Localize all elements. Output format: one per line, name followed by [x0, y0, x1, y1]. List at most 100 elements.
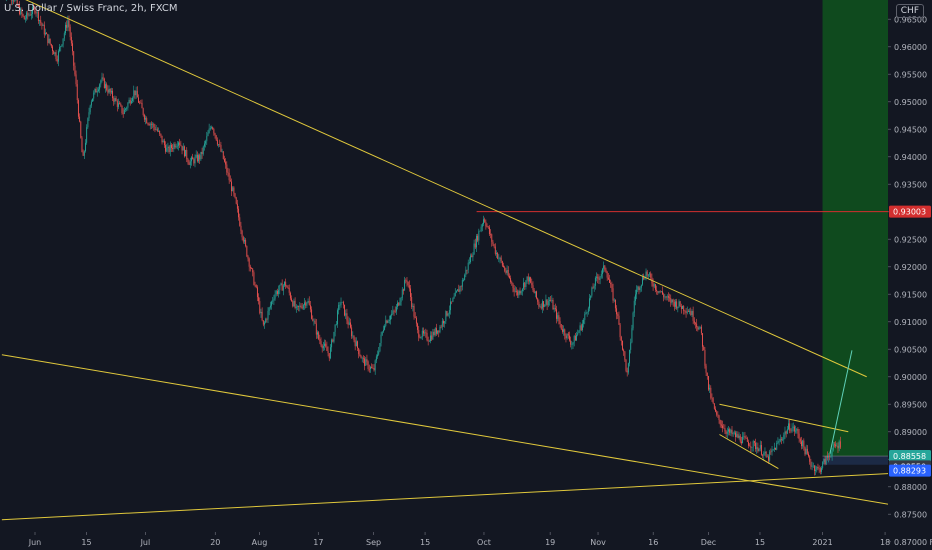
- candle-body: [94, 88, 96, 93]
- candle-body: [372, 367, 374, 369]
- candle-body: [304, 302, 305, 306]
- price-tick-label: 0.89500: [894, 400, 927, 409]
- candle-body: [483, 219, 484, 225]
- candle-body: [539, 306, 541, 308]
- candle-body: [826, 456, 828, 458]
- candle-body: [67, 20, 69, 28]
- candle-body: [158, 130, 159, 132]
- candle-body: [222, 151, 224, 159]
- candle-body: [203, 143, 205, 147]
- candle-body: [19, 5, 20, 15]
- candle-body: [538, 301, 540, 307]
- candle-body: [420, 336, 422, 338]
- candle-body: [335, 324, 337, 325]
- candle-body: [789, 423, 791, 431]
- candle-body: [598, 278, 600, 280]
- candle-body: [221, 151, 223, 152]
- candle-body: [435, 328, 437, 334]
- candle-body: [806, 448, 808, 454]
- candle-body: [260, 311, 262, 314]
- candle-body: [226, 164, 228, 173]
- candle-body: [732, 433, 734, 435]
- candle-body: [828, 456, 830, 458]
- candle-body: [638, 286, 640, 291]
- candle-body: [565, 335, 567, 339]
- candle-body: [354, 340, 356, 347]
- candle-body: [261, 311, 263, 321]
- candle-body: [347, 320, 349, 325]
- candle-body: [453, 296, 455, 299]
- candle-body: [344, 304, 346, 316]
- candle-body: [812, 465, 814, 467]
- candle-body: [817, 466, 819, 468]
- candle-body: [692, 310, 694, 321]
- price-tag-label: 0.93003: [893, 208, 926, 217]
- candle-body: [467, 262, 469, 270]
- candle-body: [676, 301, 678, 309]
- trendline: [25, 0, 867, 378]
- candle-body: [739, 435, 741, 442]
- candle-body: [397, 302, 399, 307]
- candle-body: [445, 311, 447, 322]
- candle-body: [745, 437, 747, 439]
- candle-body: [672, 299, 674, 303]
- candle-body: [753, 441, 755, 443]
- candle-body: [313, 320, 315, 322]
- candle-body: [345, 313, 347, 316]
- candle-body: [348, 322, 350, 325]
- candle-body: [30, 13, 32, 16]
- candle-body: [215, 135, 217, 141]
- candle-body: [645, 271, 647, 279]
- candle-body: [703, 346, 705, 350]
- drawing-tools[interactable]: [1, 0, 932, 521]
- candle-body: [317, 332, 318, 335]
- candle-body: [152, 123, 154, 125]
- candle-body: [633, 300, 635, 313]
- candle-body: [697, 326, 699, 330]
- candle-body: [835, 444, 837, 447]
- candle-body: [29, 14, 31, 16]
- candle-body: [414, 316, 416, 318]
- candle-body: [517, 291, 519, 296]
- currency-label[interactable]: CHF: [895, 4, 924, 18]
- price-tick-label: 0.91000: [894, 318, 927, 327]
- candle-body: [507, 269, 509, 276]
- candle-body: [309, 305, 311, 310]
- candle-body: [486, 226, 488, 227]
- price-tick-label: 0.96500: [894, 15, 927, 24]
- profit-zone: [822, 0, 888, 457]
- projection-arrow: [829, 350, 853, 454]
- candle-body: [735, 432, 736, 438]
- candle-body: [305, 302, 307, 306]
- candle-body: [720, 424, 722, 426]
- time-axis[interactable]: Jun 15 Jul 20 Aug 17 Sep 15 Oct 19 Nov 16 Dec 15 2021 1…: [0, 532, 932, 550]
- candle-body: [359, 354, 361, 356]
- candle-body: [232, 187, 234, 192]
- candle-body: [191, 157, 192, 162]
- candle-body: [408, 285, 410, 289]
- candle-body: [501, 261, 503, 266]
- candle-body: [617, 314, 619, 316]
- candle-body: [564, 329, 566, 336]
- candle-body: [61, 44, 63, 47]
- candle-body: [315, 323, 317, 335]
- candle-body: [319, 339, 321, 342]
- candle-body: [103, 78, 105, 89]
- candle-body: [802, 440, 804, 447]
- candle-body: [174, 144, 176, 148]
- candle-body: [740, 441, 742, 444]
- candle-body: [293, 300, 295, 307]
- candle-body: [566, 333, 568, 339]
- candle-body: [433, 331, 435, 336]
- candle-body: [318, 332, 320, 340]
- candle-body: [537, 298, 539, 302]
- candle-body: [176, 145, 178, 147]
- candle-body: [450, 301, 451, 311]
- candle-body: [643, 277, 645, 280]
- candle-body: [381, 331, 383, 335]
- candle-body: [69, 26, 71, 37]
- candle-body: [360, 355, 362, 359]
- candle-body: [715, 408, 716, 412]
- candle-body: [113, 98, 115, 102]
